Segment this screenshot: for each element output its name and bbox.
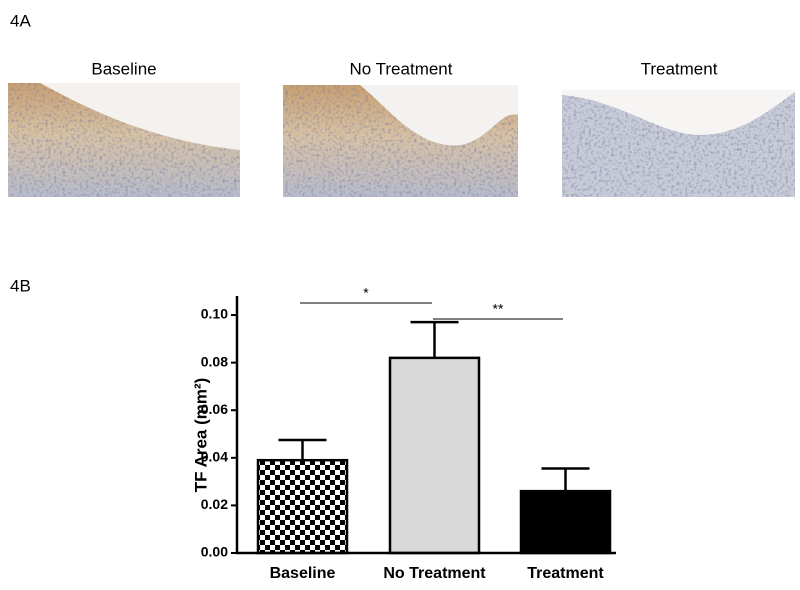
- image-label: Baseline: [91, 59, 156, 78]
- x-tick-label: Baseline: [270, 565, 336, 582]
- bar: [519, 489, 612, 555]
- y-tick-label: 0.00: [201, 544, 228, 560]
- y-tick-label: 0.06: [201, 401, 228, 417]
- y-tick-label: 0.08: [201, 353, 228, 369]
- bar: [388, 356, 481, 555]
- x-tick-label: No Treatment: [383, 565, 486, 582]
- bar: [256, 458, 349, 555]
- y-tick-label: 0.10: [201, 306, 228, 322]
- image-label: Treatment: [641, 59, 718, 78]
- y-tick-label: 0.04: [201, 449, 228, 465]
- micrograph: [8, 83, 240, 197]
- significance-label: **: [493, 301, 504, 317]
- micrograph: [562, 90, 795, 197]
- y-axis-label: TF Area (mm²): [191, 378, 210, 493]
- significance-label: *: [363, 285, 369, 301]
- micrograph: [283, 85, 518, 197]
- image-label: No Treatment: [350, 59, 453, 78]
- panel-label: 4A: [10, 11, 31, 30]
- x-tick-label: Treatment: [527, 565, 604, 582]
- y-tick-label: 0.02: [201, 496, 228, 512]
- panel-label: 4B: [10, 276, 31, 295]
